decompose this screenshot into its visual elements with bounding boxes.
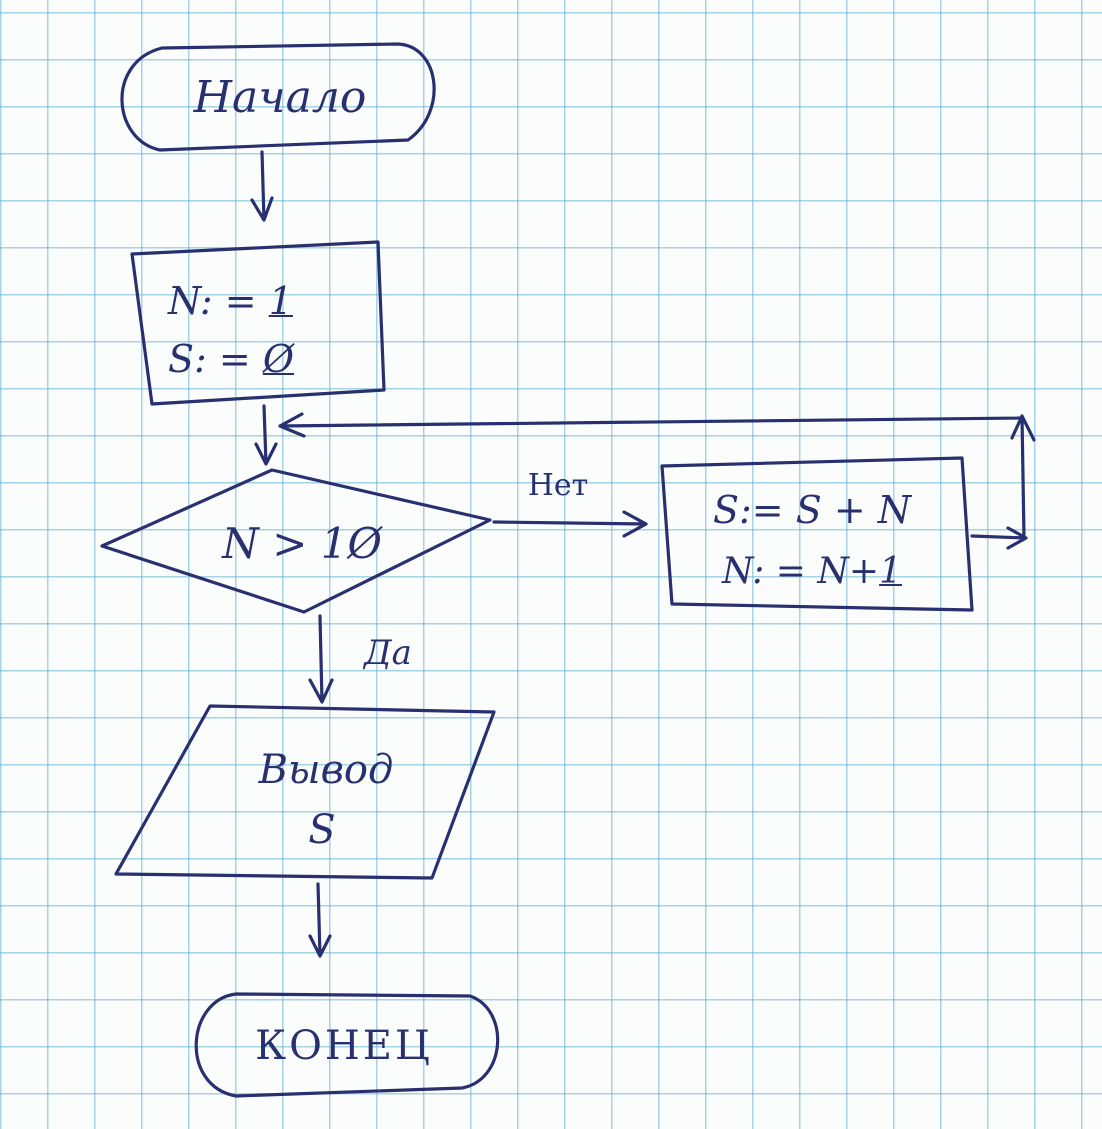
- loop-body-increment-value: 1: [879, 551, 902, 592]
- arrow-yes-branch: [308, 614, 334, 704]
- branch-no-label: Нет: [527, 468, 589, 503]
- init-s-value: Ø: [262, 337, 295, 381]
- loop-body-increment-expr: N: = N+: [722, 551, 880, 592]
- loop-body-line-2: N: = N+1: [722, 554, 902, 590]
- arrow-init-to-decision: [254, 404, 278, 466]
- loop-back-connector: [278, 412, 1036, 550]
- start-label: Начало: [193, 72, 367, 123]
- loop-body-line-1: S:= S + N: [712, 488, 912, 532]
- init-line-2: S: = Ø: [168, 340, 294, 378]
- output-line-1: Вывод: [258, 747, 394, 793]
- start-terminator: [120, 42, 436, 152]
- output-line-2: S: [308, 807, 336, 853]
- arrow-output-to-end: [308, 882, 332, 958]
- init-process-box: [130, 240, 386, 406]
- output-parallelogram: [114, 704, 496, 880]
- arrow-no-branch: [492, 510, 648, 538]
- loop-body-box: [660, 456, 974, 612]
- init-n-assign: N: =: [168, 279, 257, 323]
- arrow-start-to-init: [250, 150, 274, 222]
- end-terminator: [194, 992, 500, 1098]
- init-line-1: N: = 1: [168, 282, 293, 320]
- init-n-value: 1: [268, 279, 293, 323]
- branch-yes-label: Да: [364, 633, 412, 673]
- decision-condition: N > 1Ø: [222, 519, 382, 568]
- init-s-assign: S: =: [168, 337, 251, 381]
- decision-diamond: [100, 468, 492, 614]
- end-label: КОНЕЦ: [255, 1023, 433, 1069]
